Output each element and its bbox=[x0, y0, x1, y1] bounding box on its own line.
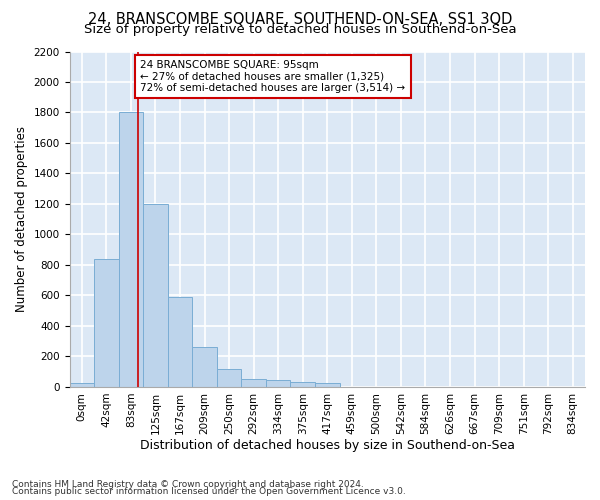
X-axis label: Distribution of detached houses by size in Southend-on-Sea: Distribution of detached houses by size … bbox=[140, 440, 515, 452]
Bar bbox=[241, 380, 266, 387]
Text: Contains public sector information licensed under the Open Government Licence v3: Contains public sector information licen… bbox=[12, 487, 406, 496]
Bar bbox=[192, 348, 217, 387]
Bar bbox=[217, 370, 241, 387]
Bar bbox=[143, 204, 168, 387]
Bar bbox=[315, 383, 340, 387]
Bar bbox=[94, 259, 119, 387]
Bar bbox=[119, 112, 143, 387]
Text: 24, BRANSCOMBE SQUARE, SOUTHEND-ON-SEA, SS1 3QD: 24, BRANSCOMBE SQUARE, SOUTHEND-ON-SEA, … bbox=[88, 12, 512, 28]
Text: Size of property relative to detached houses in Southend-on-Sea: Size of property relative to detached ho… bbox=[83, 22, 517, 36]
Bar bbox=[290, 382, 315, 387]
Bar bbox=[168, 297, 192, 387]
Y-axis label: Number of detached properties: Number of detached properties bbox=[15, 126, 28, 312]
Bar bbox=[266, 380, 290, 387]
Text: Contains HM Land Registry data © Crown copyright and database right 2024.: Contains HM Land Registry data © Crown c… bbox=[12, 480, 364, 489]
Bar bbox=[70, 383, 94, 387]
Text: 24 BRANSCOMBE SQUARE: 95sqm
← 27% of detached houses are smaller (1,325)
72% of : 24 BRANSCOMBE SQUARE: 95sqm ← 27% of det… bbox=[140, 60, 406, 93]
